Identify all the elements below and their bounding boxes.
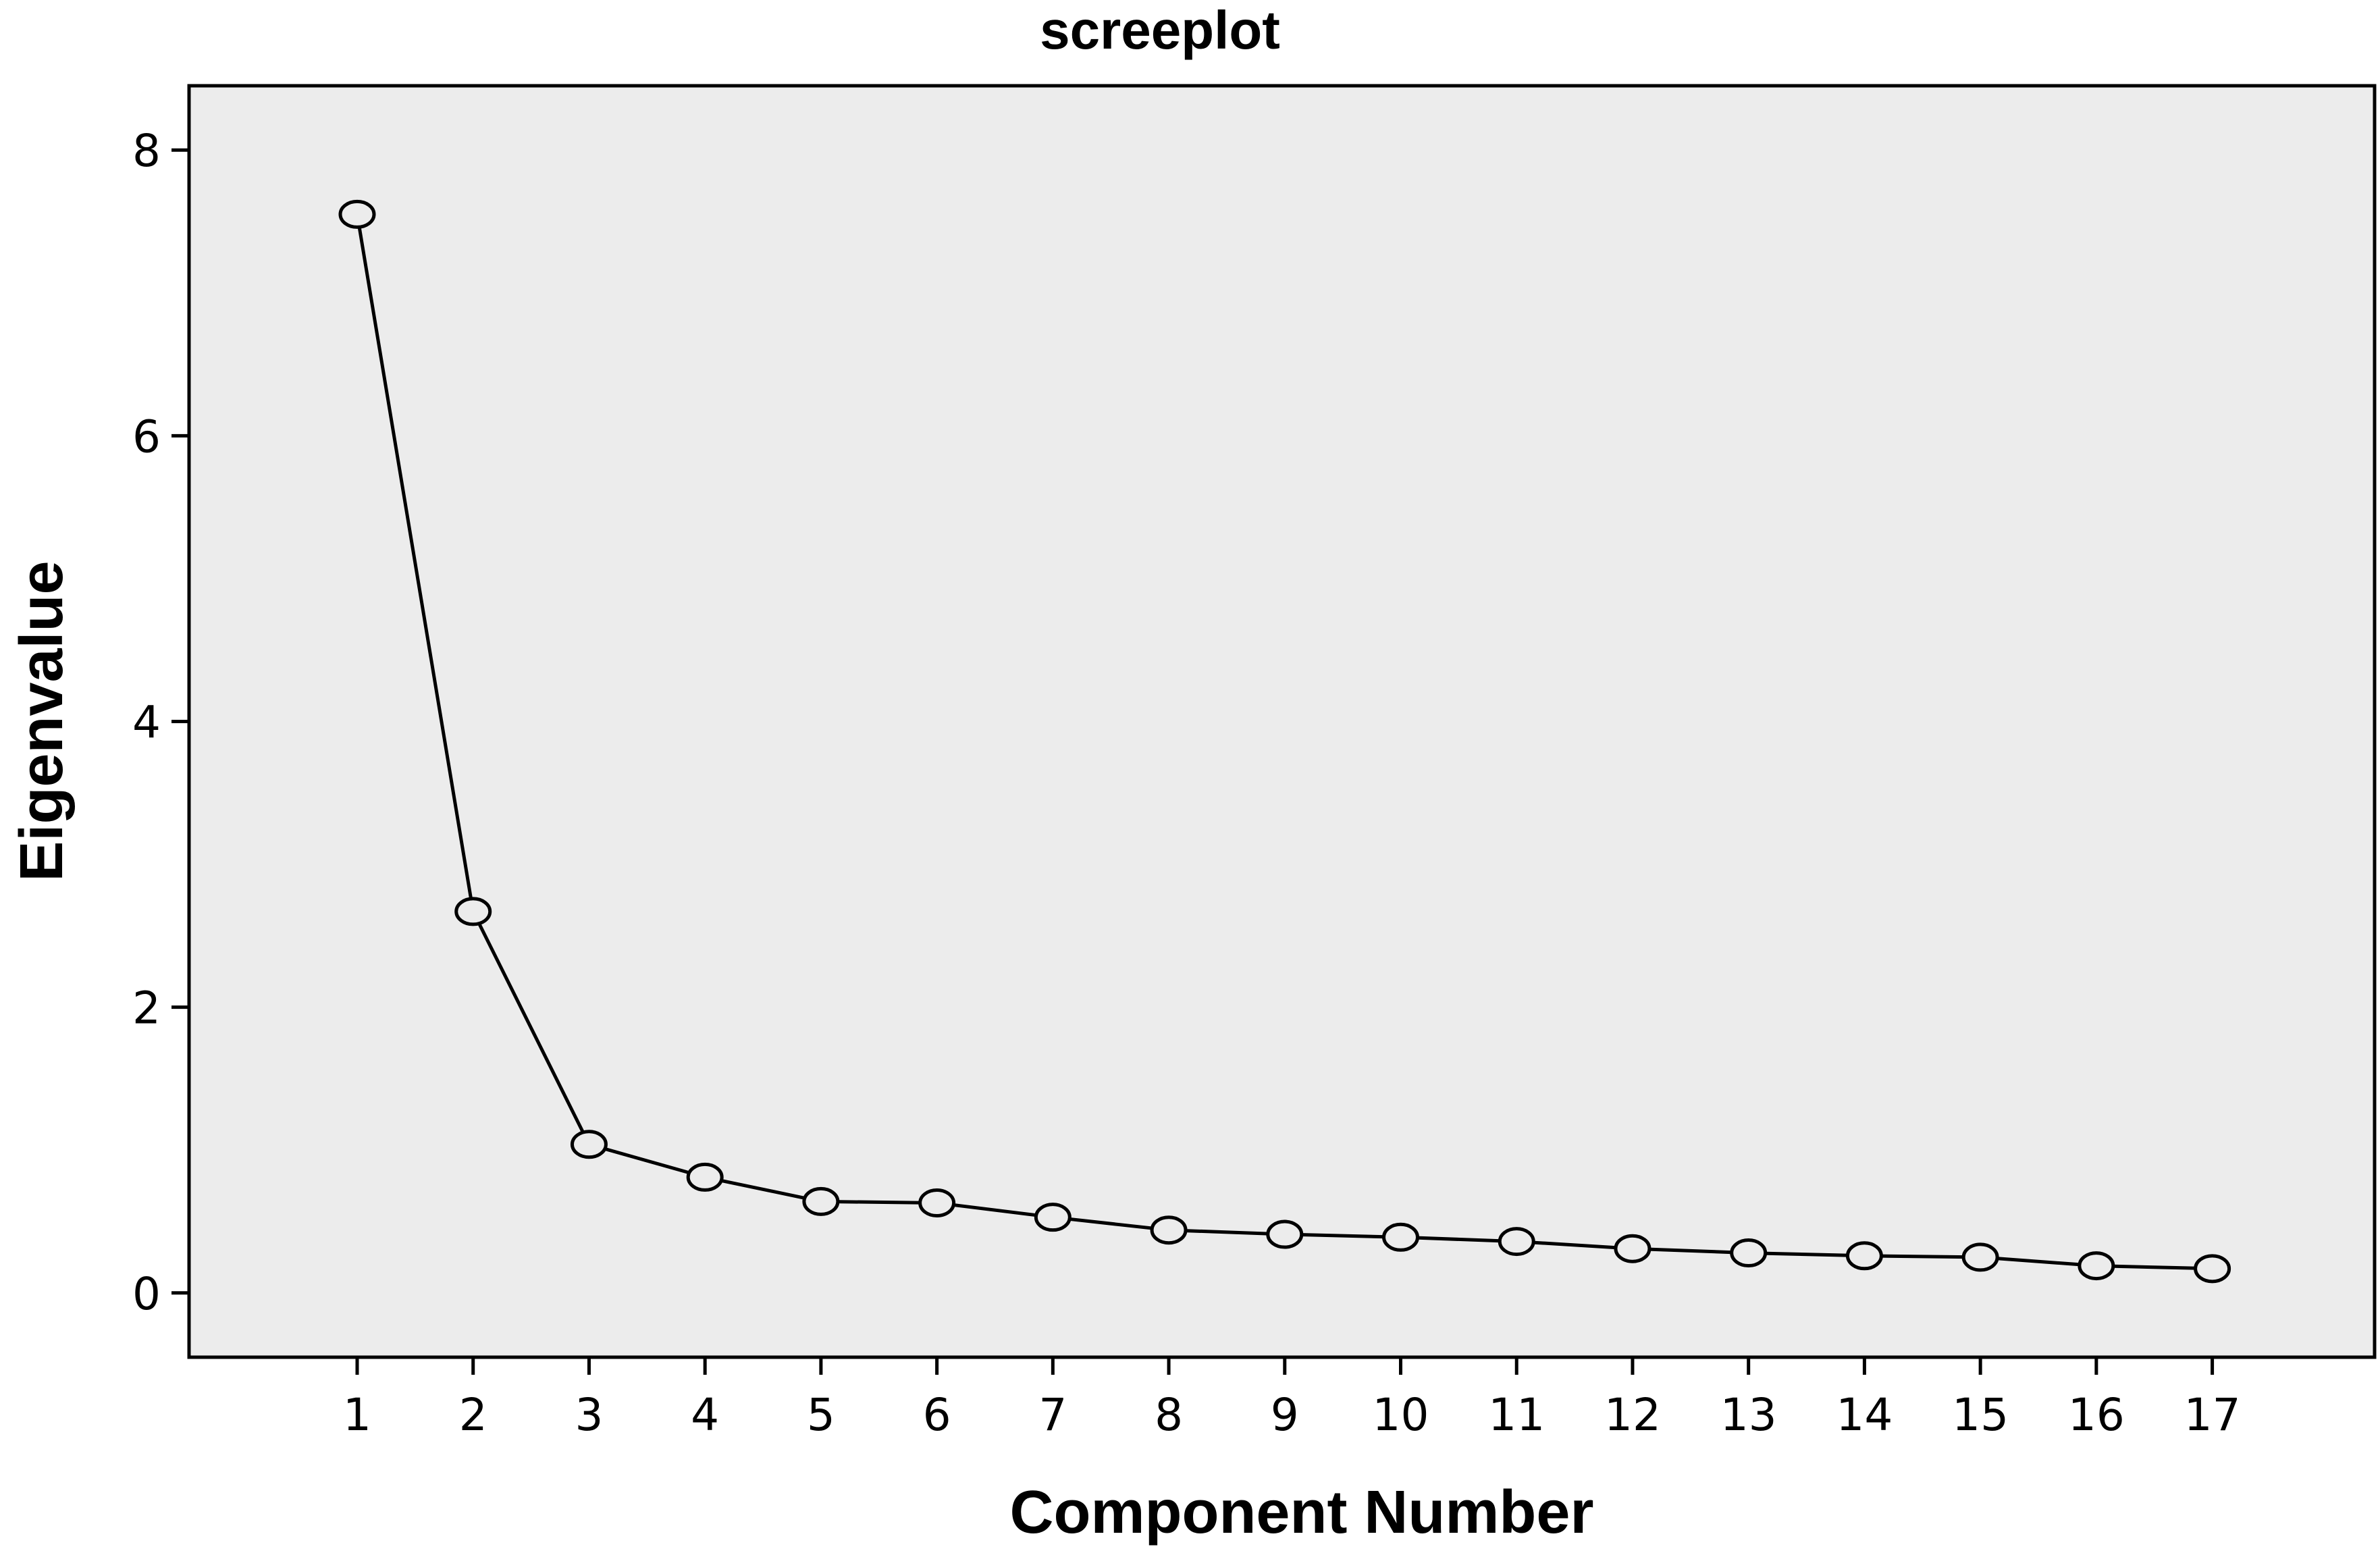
data-point-14 <box>1845 1241 1883 1271</box>
data-point-4 <box>686 1162 724 1192</box>
data-point-5 <box>802 1186 840 1216</box>
x-tick-label: 2 <box>459 1389 487 1441</box>
data-point-8 <box>1150 1215 1188 1245</box>
y-axis: 0 2 4 6 8 <box>132 125 189 1320</box>
y-tick-label: 6 <box>132 411 161 463</box>
x-tick-label: 8 <box>1155 1389 1183 1441</box>
data-point-13 <box>1730 1238 1768 1268</box>
x-axis-label: Component Number <box>1010 1479 1594 1546</box>
data-point-9 <box>1266 1219 1304 1249</box>
x-tick-label: 10 <box>1373 1389 1429 1441</box>
chart-title: screeplot <box>1040 0 1280 60</box>
x-tick-label: 13 <box>1720 1389 1777 1441</box>
x-tick-label: 3 <box>575 1389 603 1441</box>
x-tick-label: 14 <box>1836 1389 1893 1441</box>
x-tick-label: 7 <box>1038 1389 1067 1441</box>
y-tick-label: 4 <box>132 697 161 749</box>
data-point-6 <box>918 1188 956 1218</box>
data-point-1 <box>338 199 376 229</box>
data-point-17 <box>2194 1254 2231 1284</box>
y-tick-label: 8 <box>132 125 161 177</box>
x-tick-label: 6 <box>923 1389 951 1441</box>
y-axis-label: Eigenvalue <box>8 560 76 881</box>
data-point-16 <box>2078 1251 2115 1281</box>
x-tick-label: 1 <box>343 1389 371 1441</box>
data-point-2 <box>454 897 492 926</box>
data-point-3 <box>570 1130 608 1159</box>
data-point-10 <box>1382 1222 1420 1252</box>
x-tick-label: 12 <box>1604 1389 1661 1441</box>
plot-area <box>187 84 2377 1359</box>
x-axis: 1 2 3 4 5 6 7 8 9 10 11 12 13 14 15 16 17 <box>343 1357 2241 1441</box>
x-tick-label: 16 <box>2068 1389 2125 1441</box>
x-tick-label: 9 <box>1271 1389 1299 1441</box>
x-tick-label: 4 <box>691 1389 719 1441</box>
y-tick-label: 0 <box>132 1268 161 1320</box>
x-tick-label: 5 <box>807 1389 835 1441</box>
data-point-7 <box>1034 1203 1072 1232</box>
x-tick-label: 15 <box>1952 1389 2009 1441</box>
data-point-15 <box>1961 1242 1999 1272</box>
data-point-11 <box>1498 1227 1535 1257</box>
x-tick-label: 11 <box>1488 1389 1545 1441</box>
data-point-12 <box>1614 1234 1651 1263</box>
y-tick-label: 2 <box>132 982 161 1034</box>
x-tick-label: 17 <box>2184 1389 2241 1441</box>
data-points <box>338 199 2231 1284</box>
